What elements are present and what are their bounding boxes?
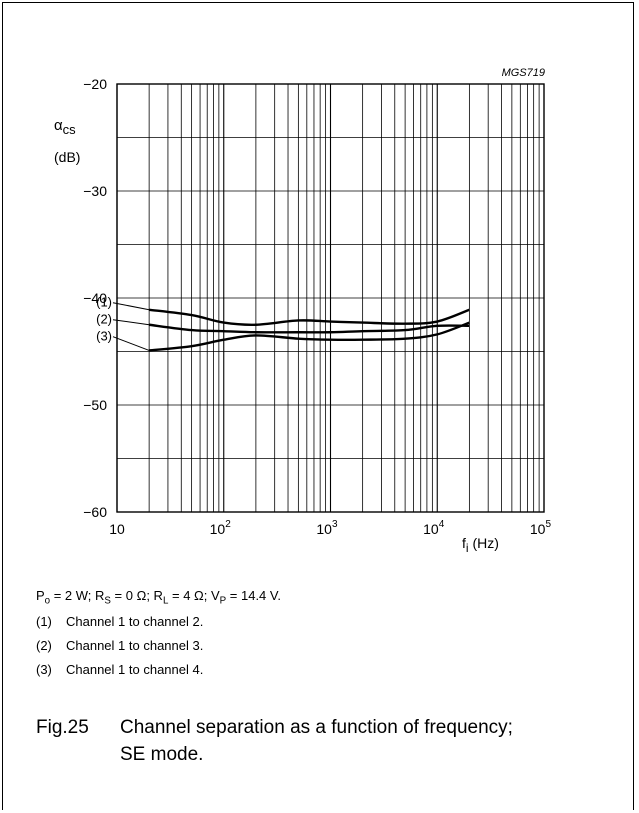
series-line xyxy=(148,308,470,327)
chart: MGS719 −20 −30 −40 −50 −60 10 102 103 104 105 αc… xyxy=(54,67,551,555)
plot-border xyxy=(116,83,545,513)
x-axis-label: fi (Hz) xyxy=(462,535,499,555)
series-labels: (1) (2) (3) xyxy=(96,295,150,351)
y-tick-labels: −20 −30 −40 −50 −60 xyxy=(83,76,107,520)
y-tick-label: −40 xyxy=(83,290,107,306)
notes-list: (1) Channel 1 to channel 2. (2) Channel 1 … xyxy=(36,610,203,682)
note-item: (2) Channel 1 to channel 3. xyxy=(36,638,204,653)
series-lines xyxy=(148,308,470,352)
series-line xyxy=(149,321,470,352)
series-leader-line xyxy=(112,302,150,311)
x-tick-label: 104 xyxy=(423,519,445,537)
figure-caption: Fig.25 Channel separation as a function o… xyxy=(36,714,540,768)
test-conditions: Po = 2 W; RS = 0 Ω; RL = 4 Ω; VP = 14.4 … xyxy=(36,588,281,607)
note-item: (1) Channel 1 to channel 2. xyxy=(36,614,204,629)
series-line xyxy=(148,323,470,334)
y-tick-label: −60 xyxy=(83,504,107,520)
chart-grid xyxy=(116,83,544,513)
y-axis-label: αcs xyxy=(54,117,76,137)
series-label: (1) xyxy=(96,295,112,310)
series-label: (3) xyxy=(96,329,112,344)
series-label: (2) xyxy=(96,312,112,327)
series-leader-line xyxy=(112,319,150,326)
y-tick-label: −30 xyxy=(83,183,107,199)
x-tick-label: 10 xyxy=(109,521,125,537)
note-item: (3) Channel 1 to channel 4. xyxy=(36,662,204,677)
y-tick-label: −50 xyxy=(83,397,107,413)
figure-title: Channel separation as a function of freq… xyxy=(120,717,513,765)
figure-number: Fig.25 xyxy=(36,717,89,738)
figure-code: MGS719 xyxy=(502,67,545,79)
y-tick-label: −20 xyxy=(83,76,107,92)
series-leader-line xyxy=(112,336,150,351)
x-tick-label: 102 xyxy=(210,519,232,537)
x-tick-labels: 10 102 103 104 105 xyxy=(109,519,551,537)
x-tick-label: 105 xyxy=(530,519,552,537)
y-axis-unit: (dB) xyxy=(54,149,80,165)
x-tick-label: 103 xyxy=(316,519,338,537)
